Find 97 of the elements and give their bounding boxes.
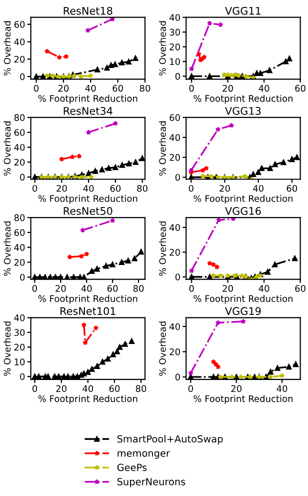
y-tick-label: 60	[14, 129, 25, 136]
y-axis-title: % Overhead	[4, 222, 11, 276]
y-axis-title: % Overhead	[4, 322, 11, 376]
y-tick-label: 0	[175, 374, 180, 380]
y-tick-label: 0	[20, 174, 25, 181]
x-tick-label: 0	[34, 84, 39, 92]
x-tick-label: 80	[133, 285, 144, 292]
x-tick-label: 80	[137, 184, 148, 192]
y-tick-label: 30	[14, 329, 25, 336]
y-tick-label: 40	[14, 314, 25, 322]
y-tick-label: 0	[175, 174, 180, 181]
y-tick-label: 0	[20, 274, 25, 281]
y-tick-label: 60	[14, 21, 25, 28]
y-tick-label: 0	[20, 73, 25, 80]
y-tick-label: 80	[14, 214, 25, 222]
x-tick-label: 20	[58, 84, 69, 92]
x-tick-label: 80	[136, 385, 146, 392]
y-tick-label: 80	[14, 114, 25, 122]
x-tick-label: 60	[286, 184, 298, 192]
y-axis-title: % Overhead	[158, 121, 166, 176]
y-tick-label: 0	[175, 72, 180, 80]
y-tick-label: 20	[170, 154, 180, 161]
y-tick-label: 10	[170, 58, 180, 66]
x-tick-label: 40	[253, 184, 264, 192]
legend-label: GeePs	[117, 464, 147, 472]
y-tick-label: 40	[170, 224, 180, 231]
x-tick-label: 20	[56, 385, 66, 392]
chart-title: VGG19	[225, 307, 261, 316]
x-axis-title: % Footprint Reduction	[38, 295, 138, 304]
y-tick-label: 40	[170, 14, 180, 21]
y-axis-title: % Overhead	[158, 21, 166, 76]
x-tick-label: 40	[83, 184, 94, 192]
x-tick-label: 40	[85, 84, 96, 92]
legend-label: SmartPool+AutoSwap	[117, 435, 223, 444]
y-tick-label: 40	[170, 134, 180, 141]
x-axis-title: % Footprint Reduction	[194, 194, 292, 204]
x-tick-label: 20	[56, 184, 67, 192]
y-tick-label: 60	[170, 114, 180, 122]
y-axis-title: % Overhead	[4, 21, 11, 76]
y-tick-label: 0	[20, 373, 25, 380]
y-tick-label: 20	[14, 258, 25, 266]
x-tick-label: 40	[258, 84, 270, 92]
x-tick-label: 40	[82, 385, 94, 392]
x-tick-label: 40	[276, 385, 288, 392]
x-axis-title: % Footprint Reduction	[38, 395, 138, 404]
y-tick-label: 40	[14, 38, 25, 46]
y-tick-label: 60	[14, 229, 25, 236]
x-tick-label: 0	[189, 84, 194, 92]
x-tick-label: 40	[258, 285, 270, 292]
y-tick-label: 10	[14, 358, 25, 366]
y-tick-label: 40	[170, 323, 180, 330]
x-tick-label: 0	[188, 184, 194, 192]
x-tick-label: 60	[107, 285, 118, 292]
y-tick-label: 40	[14, 144, 25, 151]
x-tick-label: 20	[231, 385, 242, 392]
x-tick-label: 60	[109, 385, 120, 392]
y-axis-title: % Overhead	[4, 121, 11, 176]
x-tick-label: 0	[32, 285, 37, 292]
y-tick-label: 30	[170, 28, 180, 36]
x-axis-title: % Footprint Reduction	[194, 295, 292, 304]
chart-title: VGG11	[225, 6, 261, 15]
x-tick-label: 20	[220, 184, 230, 192]
x-tick-label: 60	[295, 84, 306, 92]
y-axis-title: % Overhead	[158, 222, 166, 276]
x-tick-label: 0	[188, 385, 193, 392]
x-axis-title: % Footprint Reduction	[194, 395, 292, 404]
legend-label: SuperNeurons	[117, 478, 186, 488]
y-tick-label: 20	[170, 348, 180, 356]
x-tick-label: 20	[222, 285, 233, 292]
chart-title: VGG13	[225, 106, 261, 115]
x-tick-label: 20	[56, 285, 66, 292]
x-tick-label: 80	[140, 84, 150, 92]
y-axis-title: % Overhead	[158, 322, 166, 376]
x-tick-label: 60	[295, 285, 306, 292]
y-tick-label: 20	[170, 44, 180, 50]
x-axis-title: % Footprint Reduction	[38, 94, 138, 104]
x-tick-label: 0	[32, 184, 38, 192]
chart-title: VGG16	[225, 207, 261, 215]
x-tick-label: 40	[81, 285, 92, 292]
x-tick-label: 60	[110, 184, 121, 192]
x-tick-label: 0	[32, 385, 38, 392]
x-axis-title: % Footprint Reduction	[194, 94, 292, 104]
legend-label: memonger	[118, 451, 170, 459]
x-tick-label: 20	[222, 84, 233, 92]
x-tick-label: 0	[189, 285, 194, 292]
chart-title: ResNet34	[64, 106, 112, 115]
y-tick-label: 20	[14, 344, 25, 351]
y-tick-label: 20	[14, 56, 25, 63]
y-tick-label: 40	[14, 244, 25, 251]
chart-title: ResNet50	[64, 207, 112, 215]
y-tick-label: 20	[170, 248, 180, 256]
y-tick-label: 20	[14, 158, 25, 166]
chart-title: ResNet101	[60, 307, 116, 316]
chart-title: ResNet18	[64, 6, 112, 15]
x-axis-title: % Footprint Reduction	[38, 194, 138, 204]
x-tick-label: 60	[112, 84, 123, 92]
y-tick-label: 0	[175, 274, 180, 280]
